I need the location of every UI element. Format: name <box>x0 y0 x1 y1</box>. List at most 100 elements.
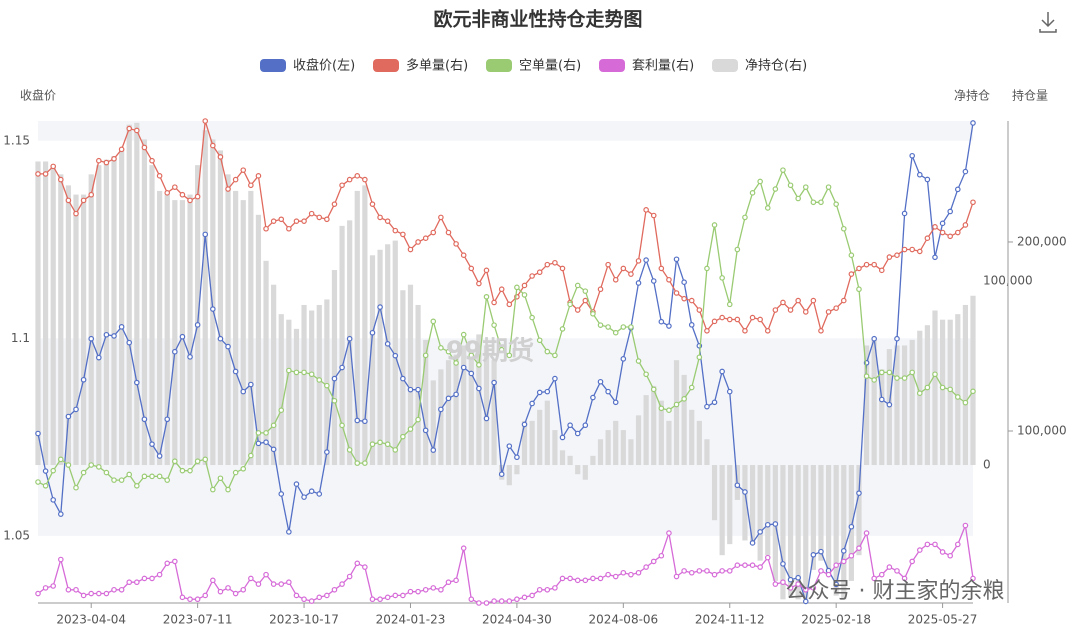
point <box>840 225 847 232</box>
net-bar <box>301 304 307 466</box>
net-bar <box>689 409 695 466</box>
net-bar <box>871 339 877 466</box>
point <box>362 176 368 183</box>
net-bar <box>544 400 550 466</box>
point <box>164 190 171 196</box>
point <box>673 573 680 580</box>
point <box>225 585 231 591</box>
legend-label: 净持仓(右) <box>745 59 807 74</box>
point <box>111 333 117 339</box>
net-bar <box>749 465 756 545</box>
net-bar <box>894 345 900 466</box>
x-tick-label: 2023-07-11 <box>163 613 233 627</box>
point <box>901 375 908 381</box>
point <box>643 371 649 378</box>
point <box>757 529 763 535</box>
split-area <box>38 121 973 141</box>
point <box>688 322 695 328</box>
net-bar <box>179 200 186 466</box>
point <box>286 225 292 232</box>
net-bar <box>635 415 642 466</box>
point <box>225 486 231 493</box>
net-bar <box>210 139 216 466</box>
point <box>856 490 862 496</box>
download-glyph[interactable] <box>1039 12 1057 33</box>
x-tick-label: 2023-04-04 <box>56 613 126 627</box>
net-bar <box>620 430 626 466</box>
point <box>871 261 877 268</box>
net-bar <box>932 310 938 466</box>
point <box>430 318 437 325</box>
x-tick-label: 2024-01-23 <box>376 613 446 627</box>
net-bar <box>696 420 702 466</box>
point <box>156 473 163 480</box>
point <box>506 443 513 449</box>
point <box>681 396 687 402</box>
point <box>88 335 95 342</box>
point <box>194 322 201 328</box>
point <box>970 388 976 395</box>
point <box>346 573 353 580</box>
point <box>278 407 285 414</box>
point <box>422 352 429 359</box>
point <box>354 560 361 567</box>
point <box>795 297 801 304</box>
point <box>673 401 680 408</box>
point <box>886 401 893 408</box>
point <box>354 417 361 424</box>
point <box>460 252 467 259</box>
point <box>559 434 566 441</box>
net-bar <box>263 260 269 466</box>
point <box>939 229 946 236</box>
point <box>179 191 186 198</box>
point <box>567 575 573 582</box>
point <box>521 292 528 298</box>
point <box>590 575 596 582</box>
net-bar <box>103 159 110 466</box>
download-icon[interactable] <box>1039 12 1057 33</box>
point <box>856 545 862 551</box>
point <box>263 430 269 436</box>
y2-axis-title: 净持仓 <box>954 88 990 103</box>
point <box>407 246 414 253</box>
net-bar <box>841 465 847 600</box>
series-line <box>37 122 974 602</box>
point <box>924 384 931 391</box>
point <box>362 460 368 466</box>
point <box>574 282 581 289</box>
point <box>225 186 231 192</box>
point <box>521 421 528 428</box>
net-bar <box>50 165 56 466</box>
point <box>392 227 399 234</box>
point <box>635 358 642 364</box>
point <box>780 299 786 306</box>
point <box>491 322 497 328</box>
point <box>559 326 566 332</box>
point <box>172 184 178 190</box>
point <box>696 568 703 574</box>
point <box>947 208 953 215</box>
point <box>126 579 133 586</box>
point <box>172 348 178 355</box>
point <box>179 594 186 601</box>
net-bar <box>719 465 725 556</box>
x-tick-label: 2025-05-27 <box>908 613 978 627</box>
point <box>491 379 497 386</box>
point <box>605 324 611 330</box>
point <box>270 218 277 224</box>
point <box>476 280 482 287</box>
point <box>141 144 148 151</box>
point <box>263 439 269 446</box>
point <box>164 560 171 567</box>
point <box>35 171 41 177</box>
point <box>73 210 79 217</box>
point <box>202 118 209 124</box>
point <box>772 521 779 527</box>
point <box>149 157 155 164</box>
point <box>73 586 79 593</box>
point <box>392 592 399 599</box>
net-bar <box>476 334 482 466</box>
point <box>795 581 801 587</box>
point <box>726 301 733 308</box>
point <box>392 352 399 359</box>
